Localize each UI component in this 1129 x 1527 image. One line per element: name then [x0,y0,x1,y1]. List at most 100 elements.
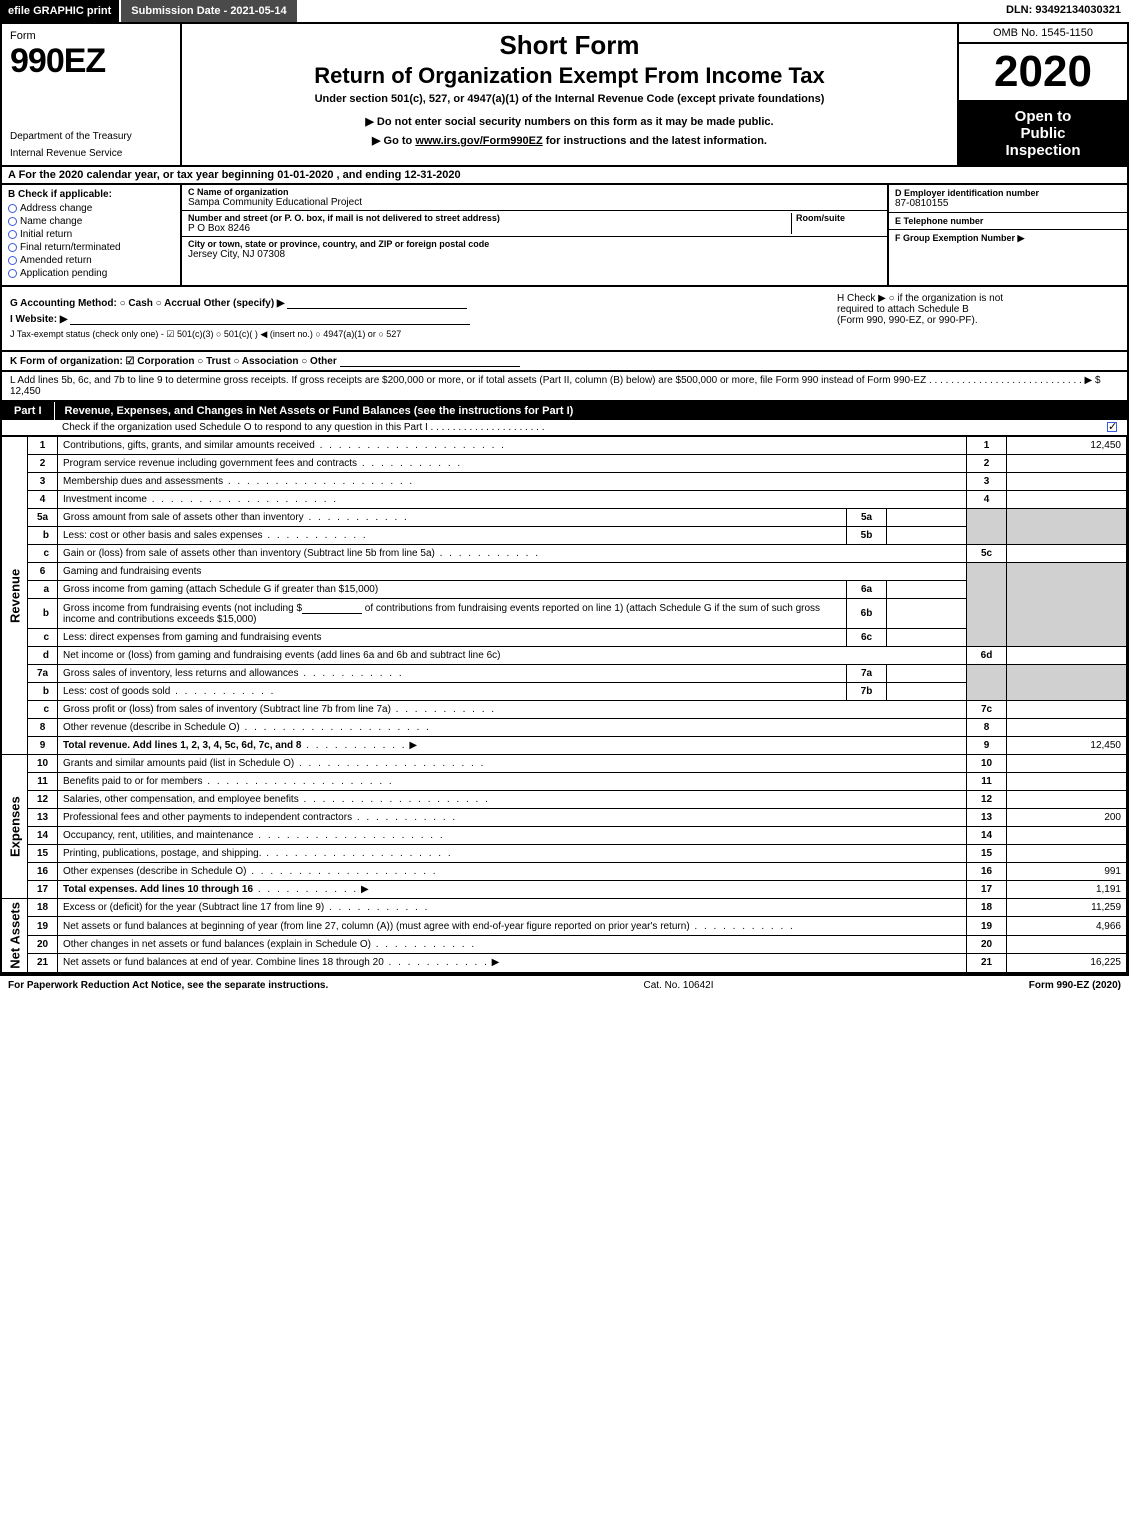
table-row: 20 Other changes in net assets or fund b… [2,935,1127,953]
col-num: 8 [967,719,1007,737]
table-row: b Gross income from fundraising events (… [2,599,1127,629]
checkbox-icon [1107,422,1117,432]
line-desc: Contributions, gifts, grants, and simila… [58,437,967,455]
table-row: 13 Professional fees and other payments … [2,809,1127,827]
g-blank[interactable] [287,297,467,309]
line-value: 11,259 [1007,899,1127,917]
col-num: 1 [967,437,1007,455]
efile-print-button[interactable]: efile GRAPHIC print [0,0,121,22]
line-value [1007,473,1127,491]
desc-text: Other expenses (describe in Schedule O) [63,866,246,877]
footer-right: Form 990-EZ (2020) [1029,980,1121,991]
desc-text: Grants and similar amounts paid (list in… [63,758,294,769]
spacer [299,0,998,22]
desc-text: Investment income [63,494,147,505]
shade-cell [967,509,1007,545]
irs-link[interactable]: www.irs.gov/Form990EZ [415,135,542,147]
circle-icon [8,269,17,278]
b-opt-pending[interactable]: Application pending [8,268,174,279]
line-num: 10 [28,755,58,773]
line-desc: Other changes in net assets or fund bala… [58,935,967,953]
inner-val [887,509,967,527]
form-header: Form 990EZ Department of the Treasury In… [0,24,1129,167]
section-l: L Add lines 5b, 6c, and 7b to line 9 to … [0,372,1129,402]
submission-date: Submission Date - 2021-05-14 [121,0,298,22]
circle-icon [8,230,17,239]
table-row: 4 Investment income 4 [2,491,1127,509]
desc-text: Benefits paid to or for members [63,776,203,787]
short-form-title: Short Form [192,30,947,61]
inner-num: 5b [847,527,887,545]
desc-text: Gain or (loss) from sale of assets other… [63,548,435,559]
line-num: 17 [28,881,58,899]
b-opt-amended[interactable]: Amended return [8,255,174,266]
line-num: 6 [28,563,58,581]
line-desc: Gain or (loss) from sale of assets other… [58,545,967,563]
i-text: I Website: ▶ [10,314,68,325]
e-cell: E Telephone number [889,213,1127,230]
line-desc: Printing, publications, postage, and shi… [58,845,967,863]
part-title: Revenue, Expenses, and Changes in Net As… [55,402,1127,420]
l-text: L Add lines 5b, 6c, and 7b to line 9 to … [10,375,1092,386]
line-num: a [28,581,58,599]
line-num: 18 [28,899,58,917]
form-word: Form [10,30,172,42]
col-num: 12 [967,791,1007,809]
table-row: d Net income or (loss) from gaming and f… [2,647,1127,665]
table-row: 7a Gross sales of inventory, less return… [2,665,1127,683]
line-value [1007,701,1127,719]
b-opt-address[interactable]: Address change [8,203,174,214]
line-desc: Other revenue (describe in Schedule O) [58,719,967,737]
col-num: 9 [967,737,1007,755]
sidebar-expenses: Expenses [2,755,28,899]
form-number: 990EZ [10,42,172,81]
line-value [1007,755,1127,773]
i-blank[interactable] [70,313,470,325]
ssn-warning: ▶ Do not enter social security numbers o… [192,115,947,128]
line-desc: Investment income [58,491,967,509]
line-desc: Professional fees and other payments to … [58,809,967,827]
room-label: Room/suite [796,213,881,223]
desc-text: Gross amount from sale of assets other t… [63,512,304,523]
h-line2: required to attach Schedule B [837,304,1119,315]
line-num: 19 [28,917,58,935]
page-footer: For Paperwork Reduction Act Notice, see … [0,975,1129,995]
line-desc: Total revenue. Add lines 1, 2, 3, 4, 5c,… [58,737,967,755]
open-public-badge: Open to Public Inspection [959,102,1127,165]
col-num: 11 [967,773,1007,791]
table-row: c Gain or (loss) from sale of assets oth… [2,545,1127,563]
desc-text: Less: cost or other basis and sales expe… [63,530,263,541]
line-num: 14 [28,827,58,845]
b-opt-label: Initial return [20,229,72,240]
b-opt-name[interactable]: Name change [8,216,174,227]
table-row: 15 Printing, publications, postage, and … [2,845,1127,863]
table-row: 12 Salaries, other compensation, and emp… [2,791,1127,809]
desc-text: Gross sales of inventory, less returns a… [63,668,298,679]
table-row: b Less: cost of goods sold 7b [2,683,1127,701]
k-blank[interactable] [340,355,520,367]
inner-val [887,599,967,629]
blank-field[interactable] [302,602,362,614]
inner-num: 6b [847,599,887,629]
line-desc: Less: cost of goods sold [58,683,847,701]
desc-text: Occupancy, rent, utilities, and maintena… [63,830,253,841]
open-2: Public [963,125,1123,142]
inner-val [887,665,967,683]
col-num: 2 [967,455,1007,473]
table-row: 6 Gaming and fundraising events [2,563,1127,581]
b-opt-initial[interactable]: Initial return [8,229,174,240]
b-opt-label: Amended return [20,255,92,266]
inner-val [887,527,967,545]
schedule-o-checkbox[interactable] [1105,422,1119,433]
b-opt-label: Address change [20,203,92,214]
open-1: Open to [963,108,1123,125]
open-3: Inspection [963,142,1123,159]
k-text: K Form of organization: ☑ Corporation ○ … [10,356,337,367]
circle-icon [8,243,17,252]
dept-treasury: Department of the Treasury [10,131,172,142]
b-header: B Check if applicable: [8,189,174,200]
shade-cell [1007,563,1127,647]
line-value: 200 [1007,809,1127,827]
b-opt-final[interactable]: Final return/terminated [8,242,174,253]
col-num: 3 [967,473,1007,491]
